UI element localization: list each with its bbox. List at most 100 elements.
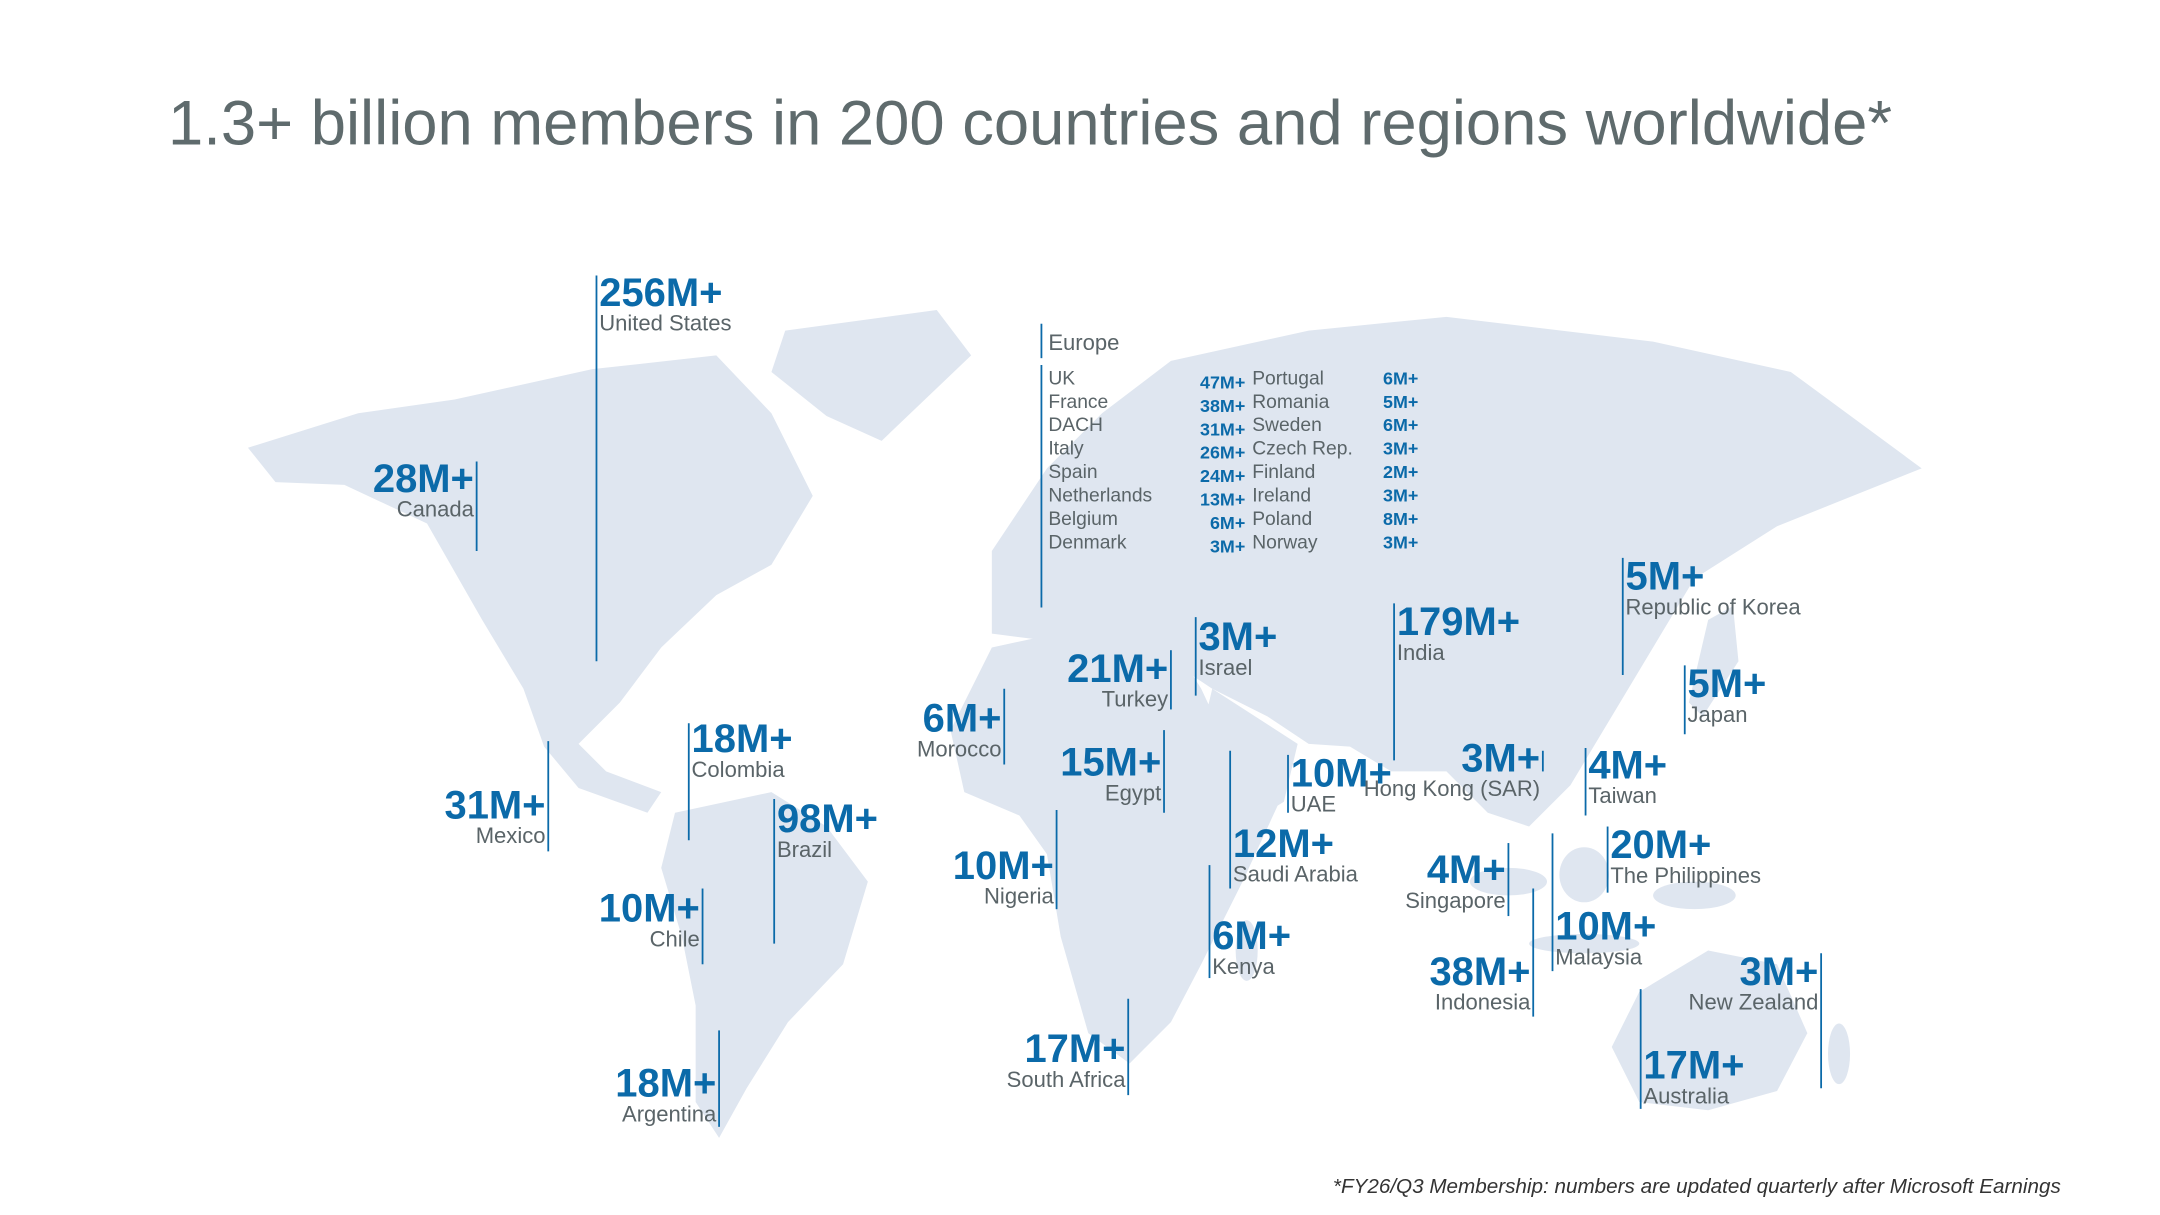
region-value: 28M+ xyxy=(373,457,474,501)
region-value: 5M+ xyxy=(1688,662,1767,706)
europe-country: UK xyxy=(1048,368,1075,389)
region-value: 20M+ xyxy=(1610,823,1711,867)
region-value: 18M+ xyxy=(615,1062,716,1106)
region-value: 10M+ xyxy=(1555,904,1656,948)
java xyxy=(1529,933,1640,954)
region-value: 3M+ xyxy=(1198,615,1277,659)
region-name: Saudi Arabia xyxy=(1233,862,1359,887)
europe-country: Italy xyxy=(1048,439,1084,460)
footnote: *FY26/Q3 Membership: numbers are updated… xyxy=(1333,1175,2061,1198)
australia xyxy=(1611,950,1808,1111)
madagascar xyxy=(1235,920,1258,981)
europe-country: Sweden xyxy=(1252,415,1322,436)
region-name: United States xyxy=(599,311,731,336)
europe-value: 24M+ xyxy=(1200,466,1245,486)
europe-value: 47M+ xyxy=(1200,372,1245,392)
region-value: 3M+ xyxy=(1461,736,1540,780)
europe-label: Europe xyxy=(1048,330,1119,355)
region-name: UAE xyxy=(1291,791,1336,816)
region-name: Brazil xyxy=(777,837,832,862)
borneo xyxy=(1559,847,1609,903)
region-name: New Zealand xyxy=(1689,990,1819,1015)
europe-country: Ireland xyxy=(1252,485,1311,506)
region-name: Taiwan xyxy=(1588,783,1657,808)
africa xyxy=(950,626,1284,1064)
uk xyxy=(1005,512,1047,579)
south-america xyxy=(661,792,868,1138)
region-name: The Philippines xyxy=(1610,863,1761,888)
region-value: 6M+ xyxy=(1212,914,1291,958)
region-name: Hong Kong (SAR) xyxy=(1364,776,1540,801)
europe-country: Netherlands xyxy=(1048,485,1152,506)
region-value: 4M+ xyxy=(1588,743,1667,787)
europe-country: Romania xyxy=(1252,392,1329,413)
region-name: Chile xyxy=(650,926,700,951)
region-name: Republic of Korea xyxy=(1626,594,1802,619)
world-map xyxy=(247,309,1922,1138)
europe-value: 31M+ xyxy=(1200,419,1245,439)
region-name: Canada xyxy=(397,497,475,522)
europe-value: 6M+ xyxy=(1383,368,1418,388)
europe-value: 3M+ xyxy=(1383,439,1418,459)
europe-value: 3M+ xyxy=(1210,536,1245,556)
region-value: 10M+ xyxy=(1291,752,1392,796)
europe-country: France xyxy=(1048,392,1108,413)
europe-value: 6M+ xyxy=(1210,513,1245,533)
region-value: 10M+ xyxy=(953,844,1054,888)
region-name: Malaysia xyxy=(1555,944,1643,969)
new-guinea xyxy=(1653,881,1736,910)
europe-value: 13M+ xyxy=(1200,490,1245,510)
region-name: Morocco xyxy=(917,736,1001,761)
region-name: Singapore xyxy=(1405,888,1505,913)
region-value: 15M+ xyxy=(1060,741,1161,785)
europe-country: Portugal xyxy=(1252,368,1324,389)
region-value: 17M+ xyxy=(1024,1027,1125,1071)
region-name: Indonesia xyxy=(1435,990,1531,1015)
region-name: Turkey xyxy=(1102,687,1169,712)
region-name: India xyxy=(1397,640,1446,665)
new-zealand xyxy=(1828,1023,1851,1085)
europe-value: 2M+ xyxy=(1383,462,1418,482)
region-name: Colombia xyxy=(692,757,786,782)
europe-country: Finland xyxy=(1252,462,1315,483)
region-value: 10M+ xyxy=(599,887,700,931)
europe-value: 5M+ xyxy=(1383,392,1418,412)
region-value: 38M+ xyxy=(1429,950,1530,994)
europe-value: 3M+ xyxy=(1383,485,1418,505)
japan xyxy=(1688,606,1739,717)
eurasia xyxy=(991,316,1922,827)
europe-value: 38M+ xyxy=(1200,396,1245,416)
region-value: 98M+ xyxy=(777,797,878,841)
region-value: 4M+ xyxy=(1427,848,1506,892)
region-name: Nigeria xyxy=(984,884,1055,909)
region-value: 31M+ xyxy=(444,783,545,827)
region-value: 5M+ xyxy=(1626,555,1705,599)
region-value: 21M+ xyxy=(1067,647,1168,691)
region-name: Israel xyxy=(1198,655,1252,680)
europe-country: Spain xyxy=(1048,462,1097,483)
region-name: Mexico xyxy=(476,823,546,848)
europe-value: 8M+ xyxy=(1383,509,1418,529)
europe-country: Poland xyxy=(1252,509,1312,530)
region-value: 18M+ xyxy=(692,717,793,761)
arabia xyxy=(1198,688,1298,830)
europe-value: 3M+ xyxy=(1383,532,1418,552)
europe-country: Belgium xyxy=(1048,509,1118,530)
europe-value: 6M+ xyxy=(1383,415,1418,435)
region-value: 17M+ xyxy=(1643,1044,1744,1088)
europe-country: DACH xyxy=(1048,415,1103,436)
region-value: 179M+ xyxy=(1397,600,1520,644)
region-name: South Africa xyxy=(1007,1067,1127,1092)
europe-country: Czech Rep. xyxy=(1252,439,1353,460)
region-name: Argentina xyxy=(622,1101,717,1126)
title: 1.3+ billion members in 200 countries an… xyxy=(168,89,1892,159)
region-name: Egypt xyxy=(1105,780,1161,805)
region-value: 6M+ xyxy=(923,696,1002,740)
north-america xyxy=(247,355,813,813)
region-name: Australia xyxy=(1643,1083,1729,1108)
greenland xyxy=(771,309,972,441)
region-name: Kenya xyxy=(1212,954,1275,979)
europe-value: 26M+ xyxy=(1200,443,1245,463)
